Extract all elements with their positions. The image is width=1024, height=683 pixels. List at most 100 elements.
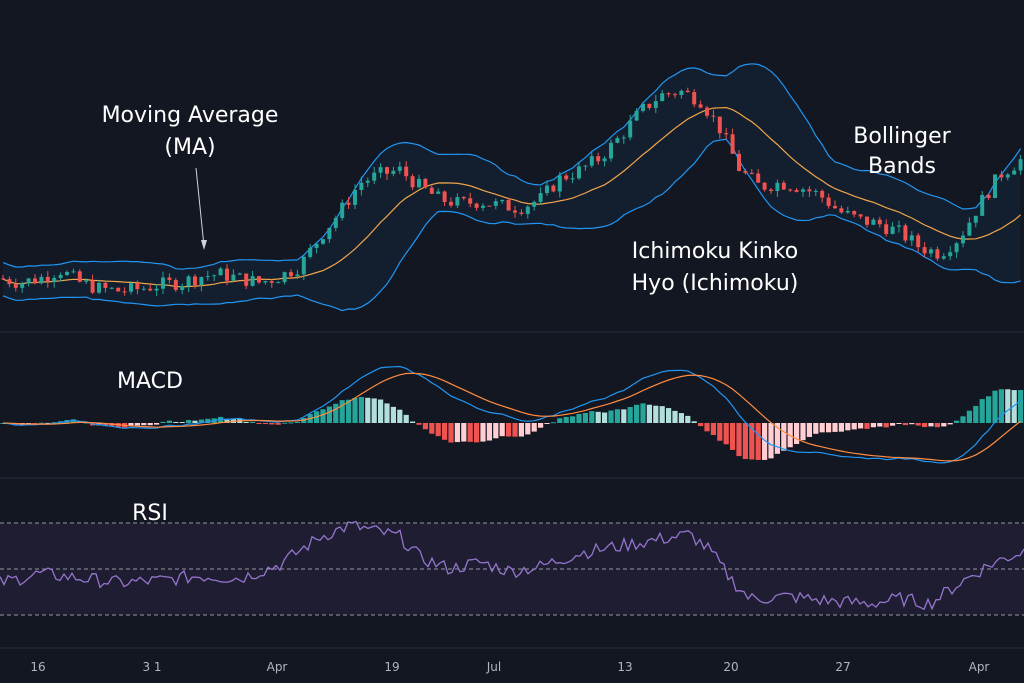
candle-body: [429, 187, 434, 194]
macd-histogram-bar: [544, 423, 550, 424]
candle-body: [897, 225, 901, 227]
macd-histogram-bar: [224, 418, 230, 423]
macd-histogram-bar: [813, 423, 819, 434]
candle-body: [340, 202, 345, 218]
macd-histogram-bar: [179, 421, 185, 423]
x-tick-label: 19: [384, 660, 399, 674]
macd-histogram-bar: [960, 416, 966, 423]
macd-histogram-bar: [512, 423, 518, 437]
candle-body: [244, 273, 249, 286]
candle-body: [90, 280, 95, 293]
macd-histogram-bar: [858, 423, 864, 429]
candle-body: [807, 189, 812, 192]
candle-body: [301, 256, 306, 275]
candle-body: [269, 281, 274, 283]
candle-body: [154, 288, 159, 291]
macd-histogram-bar: [832, 423, 838, 432]
macd-histogram-bar: [800, 423, 806, 441]
candle-body: [205, 276, 210, 278]
macd-histogram-bar: [742, 423, 748, 460]
candle-body: [845, 211, 850, 213]
candle-body: [417, 178, 421, 188]
candle-body: [1012, 170, 1017, 175]
macd-histogram-bar: [589, 411, 595, 423]
macd-histogram-bar: [51, 422, 57, 424]
candle-body: [884, 224, 889, 234]
candle-body: [58, 274, 63, 279]
macd-histogram-bar: [294, 421, 300, 423]
candle-body: [756, 173, 761, 183]
candle-body: [993, 174, 997, 199]
macd-histogram-bar: [32, 423, 38, 425]
candle-body: [212, 275, 217, 277]
macd-histogram-bar: [275, 423, 281, 425]
bollinger-annotation-line2: Bands: [868, 154, 936, 179]
candle-body: [404, 166, 409, 177]
macd-histogram-bar: [320, 409, 326, 423]
candle-body: [551, 185, 556, 192]
candle-body: [839, 208, 844, 213]
macd-histogram-bar: [634, 404, 640, 423]
candle-body: [749, 172, 754, 174]
macd-histogram-bar: [826, 423, 832, 433]
macd-histogram-bar: [717, 423, 723, 441]
macd-histogram-bar: [557, 418, 563, 423]
macd-histogram-bar: [154, 423, 160, 425]
bollinger-lower-band: [2, 138, 1021, 312]
macd-histogram-bar: [160, 421, 166, 423]
macd-histogram-bar: [429, 423, 435, 434]
macd-histogram-bar: [45, 422, 51, 424]
macd-histogram-bar: [474, 423, 480, 443]
macd-histogram-bar: [877, 423, 883, 427]
candle-body: [346, 202, 351, 205]
candle-body: [929, 249, 933, 254]
macd-histogram-bar: [602, 412, 608, 423]
macd-histogram-bar: [102, 423, 108, 427]
candle-body: [199, 277, 204, 286]
x-tick-label: 27: [835, 660, 850, 674]
candle-body: [500, 200, 505, 202]
candle-body: [436, 191, 441, 194]
macd-histogram-bar: [506, 423, 512, 437]
candle-body: [865, 216, 869, 225]
candle-body: [397, 166, 402, 171]
candle-body: [621, 137, 626, 139]
macd-histogram-bar: [851, 423, 857, 430]
macd-histogram-bar: [762, 423, 768, 460]
candle-body: [493, 201, 498, 206]
candle-body: [461, 197, 466, 199]
candle-body: [730, 134, 735, 154]
candle-body: [986, 194, 991, 199]
candle-body: [801, 189, 805, 192]
candle-body: [762, 182, 767, 190]
rsi-panel[interactable]: [0, 520, 1024, 616]
macd-histogram-bar: [915, 423, 921, 426]
macd-histogram-bar: [627, 407, 633, 423]
macd-histogram-bar: [13, 423, 19, 426]
candle-body: [289, 272, 293, 277]
candle-body: [743, 170, 748, 173]
candle-body: [282, 272, 287, 283]
macd-histogram-bar: [480, 423, 486, 442]
macd-histogram-bar: [218, 416, 224, 423]
macd-histogram-bar: [941, 423, 947, 427]
candle-body: [647, 103, 652, 108]
macd-panel[interactable]: [0, 365, 1024, 464]
candle-body: [122, 291, 127, 293]
macd-histogram-bar: [909, 423, 915, 425]
candle-body: [378, 167, 383, 173]
macd-histogram-bar: [883, 423, 889, 428]
macd-histogram-bar: [525, 423, 531, 435]
candle-body: [103, 282, 108, 288]
macd-histogram-bar: [134, 423, 140, 426]
x-tick-label: Jul: [486, 660, 501, 674]
price-panel[interactable]: [1, 63, 1023, 312]
candle-body: [314, 243, 319, 248]
candle-body: [877, 219, 882, 225]
candle-body: [628, 120, 633, 138]
candle-body: [564, 175, 569, 180]
candle-body: [858, 214, 863, 217]
macd-histogram-bar: [992, 390, 998, 423]
candle-body: [442, 191, 447, 202]
